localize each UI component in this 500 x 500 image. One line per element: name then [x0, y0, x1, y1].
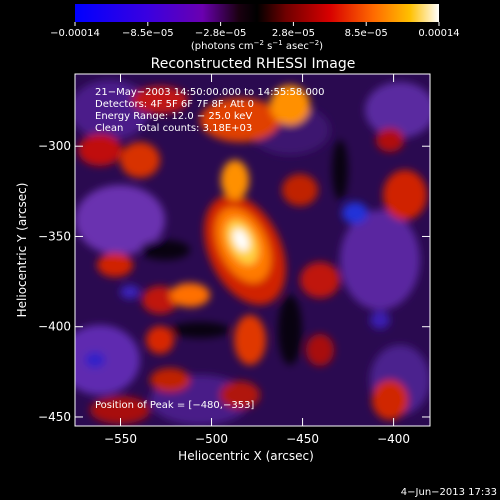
x-axis-ticks: −550 −500 −450 −400 [104, 74, 410, 446]
colorbar-tick-label: 8.5e−05 [345, 28, 388, 39]
colorbar-tick-label: −8.5e−05 [122, 28, 174, 39]
colorbar-tick-label: −2.8e−05 [195, 28, 247, 39]
y-tick-label: −400 [38, 320, 71, 334]
colorbar-ticks [74, 22, 440, 26]
chart-title: Reconstructed RHESSI Image [151, 56, 356, 72]
colorbar-tick-label: 0.00014 [418, 28, 459, 39]
colorbar-tick-labels: −0.00014 −8.5e−05 −2.8e−05 2.8e−05 8.5e−05 0.… [50, 28, 460, 39]
colorbar-units: (photons cm−2 s−1 asec−2) [191, 39, 323, 52]
plot-frame [74, 73, 431, 427]
colorbar-tick-label: −0.00014 [50, 28, 100, 39]
y-tick-label: −450 [38, 410, 71, 424]
footer-timestamp: 4−Jun−2013 17:33 [401, 487, 497, 498]
annotation-time-range: 21−May−2003 14:50:00.000 to 14:55:58.000 [95, 87, 325, 98]
y-tick-label: −350 [38, 229, 71, 243]
colorbar-tick-label: 2.8e−05 [272, 28, 315, 39]
x-axis-label: Heliocentric X (arcsec) [178, 449, 314, 463]
x-tick-label: −550 [104, 432, 137, 446]
x-tick-label: −450 [286, 432, 319, 446]
x-tick-label: −400 [377, 432, 410, 446]
annotation-energy-range: Energy Range: 12.0 − 25.0 keV [95, 111, 252, 122]
annotation-peak-position: Position of Peak = [−480,−353] [95, 400, 254, 411]
y-tick-label: −300 [38, 139, 71, 153]
y-axis-label: Heliocentric Y (arcsec) [15, 183, 29, 318]
colorbar [75, 4, 439, 22]
annotation-clean-counts: Clean Total counts: 3.18E+03 [95, 123, 252, 134]
annotation-detectors: Detectors: 4F 5F 6F 7F 8F, Att 0 [95, 99, 254, 110]
y-axis-ticks: −300 −350 −400 −450 [38, 139, 430, 424]
x-tick-label: −500 [195, 432, 228, 446]
heatmap-image [75, 74, 430, 426]
